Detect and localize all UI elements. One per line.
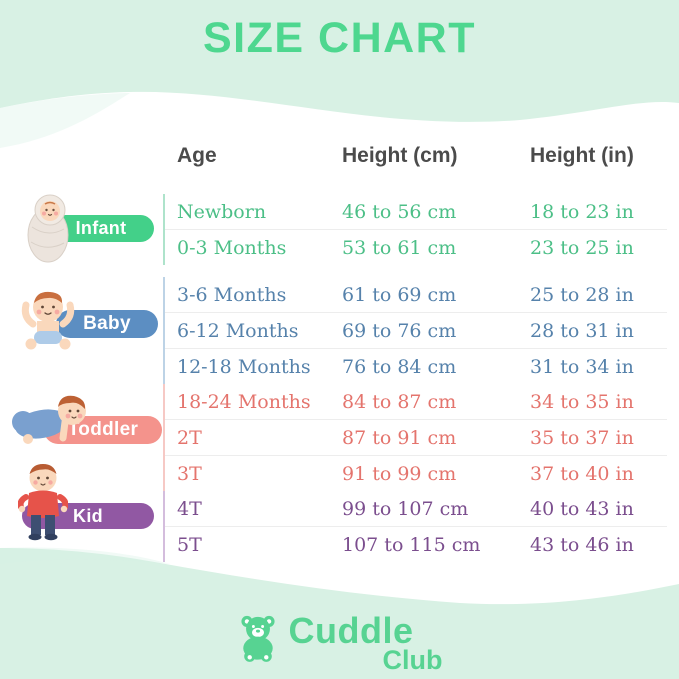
cell-age: 3T [177,462,202,485]
brand-wordmark: Cuddle Club [289,612,459,676]
table-row: 6-12 Months 69 to 76 cm 28 to 31 in [165,312,667,348]
cell-age: 2T [177,426,202,449]
brand-footer: Cuddle Club [0,612,679,676]
cell-height-in: 37 to 40 in [530,462,634,485]
cell-age: 6-12 Months [177,319,299,342]
cell-age: 0-3 Months [177,236,287,259]
size-group-baby-rows: 3-6 Months 61 to 69 cm 25 to 28 in 6-12 Mon… [163,277,667,384]
cell-height-in: 31 to 34 in [530,355,634,378]
size-group-infant-rows: Newborn 46 to 56 cm 18 to 23 in 0-3 Months 5… [163,194,667,265]
cell-height-in: 18 to 23 in [530,200,634,223]
table-row: 12-18 Months 76 to 84 cm 31 to 34 in [165,348,667,384]
cell-age: 4T [177,497,202,520]
cell-height-in: 34 to 35 in [530,390,634,413]
page-title: SIZE CHART [203,14,476,62]
cell-height-cm: 76 to 84 cm [342,355,457,378]
table-row: 5T 107 to 115 cm 43 to 46 in [165,526,667,562]
cell-age: 18-24 Months [177,390,311,413]
cell-height-in: 25 to 28 in [530,283,634,306]
table-row: 2T 87 to 91 cm 35 to 37 in [165,419,667,455]
kid-illustration [18,464,68,541]
brand-suffix-text: Club [382,645,443,675]
cell-height-cm: 61 to 69 cm [342,283,457,306]
column-header-age: Age [177,144,217,167]
table-row: 4T 99 to 107 cm 40 to 43 in [165,491,667,526]
cell-height-cm: 87 to 91 cm [342,426,457,449]
cell-height-cm: 107 to 115 cm [342,533,481,556]
size-group-toddler-rows: 18-24 Months 84 to 87 cm 34 to 35 in 2T 87 t… [163,384,667,491]
size-group-kid-rows: 4T 99 to 107 cm 40 to 43 in 5T 107 to 115 cm… [163,491,667,562]
cell-height-cm: 69 to 76 cm [342,319,457,342]
column-header-height-in: Height (in) [530,144,634,167]
cell-age: 12-18 Months [177,355,311,378]
cell-height-in: 35 to 37 in [530,426,634,449]
cell-age: Newborn [177,200,267,223]
cell-age: 3-6 Months [177,283,287,306]
table-row: 0-3 Months 53 to 61 cm 23 to 25 in [165,229,667,265]
baby-illustration [21,291,75,350]
table-row: 3T 91 to 99 cm 37 to 40 in [165,455,667,491]
cell-height-in: 23 to 25 in [530,236,634,259]
cell-height-cm: 91 to 99 cm [342,462,457,485]
cell-height-cm: 99 to 107 cm [342,497,469,520]
teddy-bear-logo-icon [240,615,275,662]
swaddled-infant-illustration [27,194,69,263]
table-row: Newborn 46 to 56 cm 18 to 23 in [165,194,667,229]
cell-height-in: 40 to 43 in [530,497,634,520]
cell-height-in: 43 to 46 in [530,533,634,556]
cell-height-cm: 84 to 87 cm [342,390,457,413]
cell-height-in: 28 to 31 in [530,319,634,342]
table-header-row: Age Height (cm) Height (in) [163,144,665,168]
cell-height-cm: 53 to 61 cm [342,236,457,259]
cell-height-cm: 46 to 56 cm [342,200,457,223]
column-header-height-cm: Height (cm) [342,144,458,167]
table-row: 18-24 Months 84 to 87 cm 34 to 35 in [165,384,667,419]
group-label-baby: Baby [56,310,158,338]
cell-age: 5T [177,533,202,556]
toddler-illustration [12,395,86,444]
table-row: 3-6 Months 61 to 69 cm 25 to 28 in [165,277,667,312]
